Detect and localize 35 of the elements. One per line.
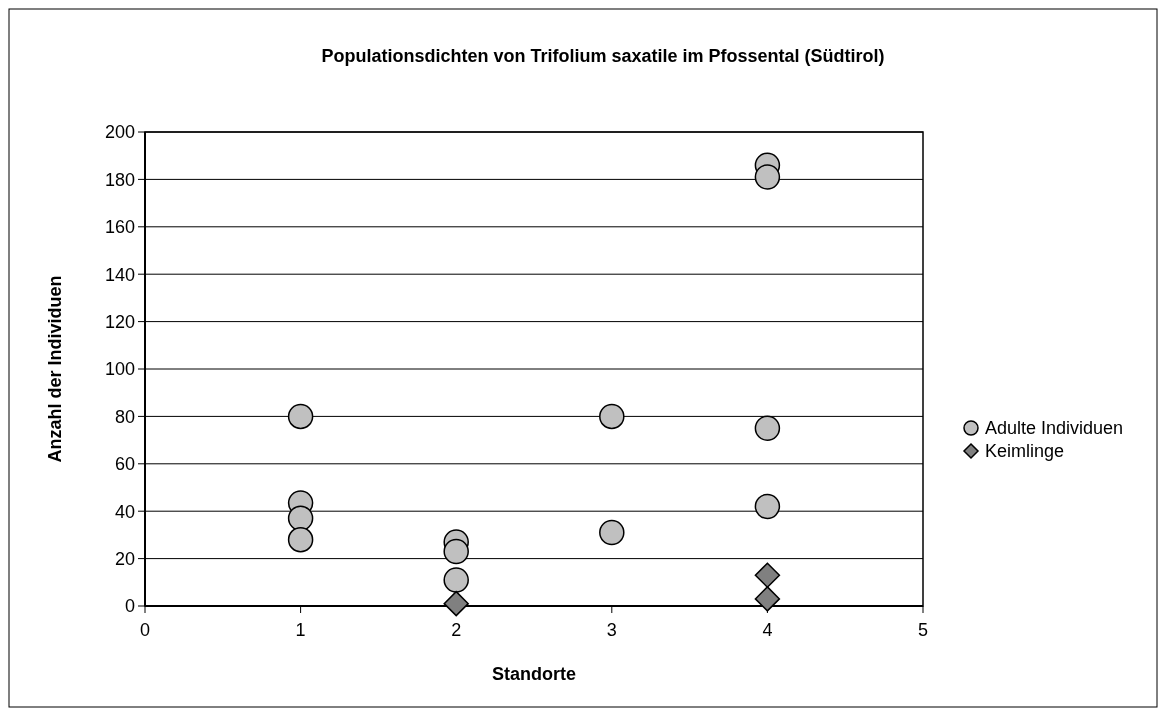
- point: [754, 562, 781, 588]
- x-tick-label: 1: [295, 620, 306, 640]
- y-tick-label: 180: [104, 169, 135, 190]
- x-axis-title: Standorte: [491, 664, 577, 684]
- chart-title: Populationsdichten von Trifolium saxatile im Pfossental (Südtirol): [321, 46, 885, 66]
- x-tick-label: 4: [762, 620, 773, 640]
- y-tick-label: 40: [114, 501, 135, 522]
- y-tick-label: 200: [104, 122, 135, 143]
- y-tick-label: 60: [114, 454, 135, 475]
- point: [599, 403, 625, 430]
- y-tick-label: 160: [104, 217, 135, 238]
- y-tick-label: 0: [124, 596, 135, 617]
- point: [754, 415, 781, 441]
- y-tick-label: 100: [104, 359, 135, 380]
- point: [754, 493, 781, 520]
- point: [287, 505, 314, 532]
- legend-label: Keimlinge: [985, 441, 1065, 462]
- legend-label: Adulte Individuen: [985, 418, 1124, 439]
- point: [599, 519, 625, 546]
- x-tick-label: 3: [606, 620, 617, 640]
- point: [754, 164, 781, 190]
- x-tick-label: 0: [139, 620, 151, 640]
- y-tick-label: 140: [104, 264, 135, 285]
- point: [443, 590, 469, 617]
- y-tick-label: 20: [114, 548, 135, 569]
- point: [443, 538, 469, 565]
- y-axis-title: Anzahl der Individuen: [45, 275, 65, 463]
- y-tick-label: 120: [104, 311, 135, 332]
- point: [287, 403, 314, 430]
- point: [754, 586, 781, 612]
- point: [443, 567, 469, 593]
- point: [287, 526, 314, 553]
- y-tick-label: 80: [114, 406, 135, 427]
- x-tick-label: 2: [451, 620, 462, 640]
- x-tick-label: 5: [917, 620, 929, 640]
